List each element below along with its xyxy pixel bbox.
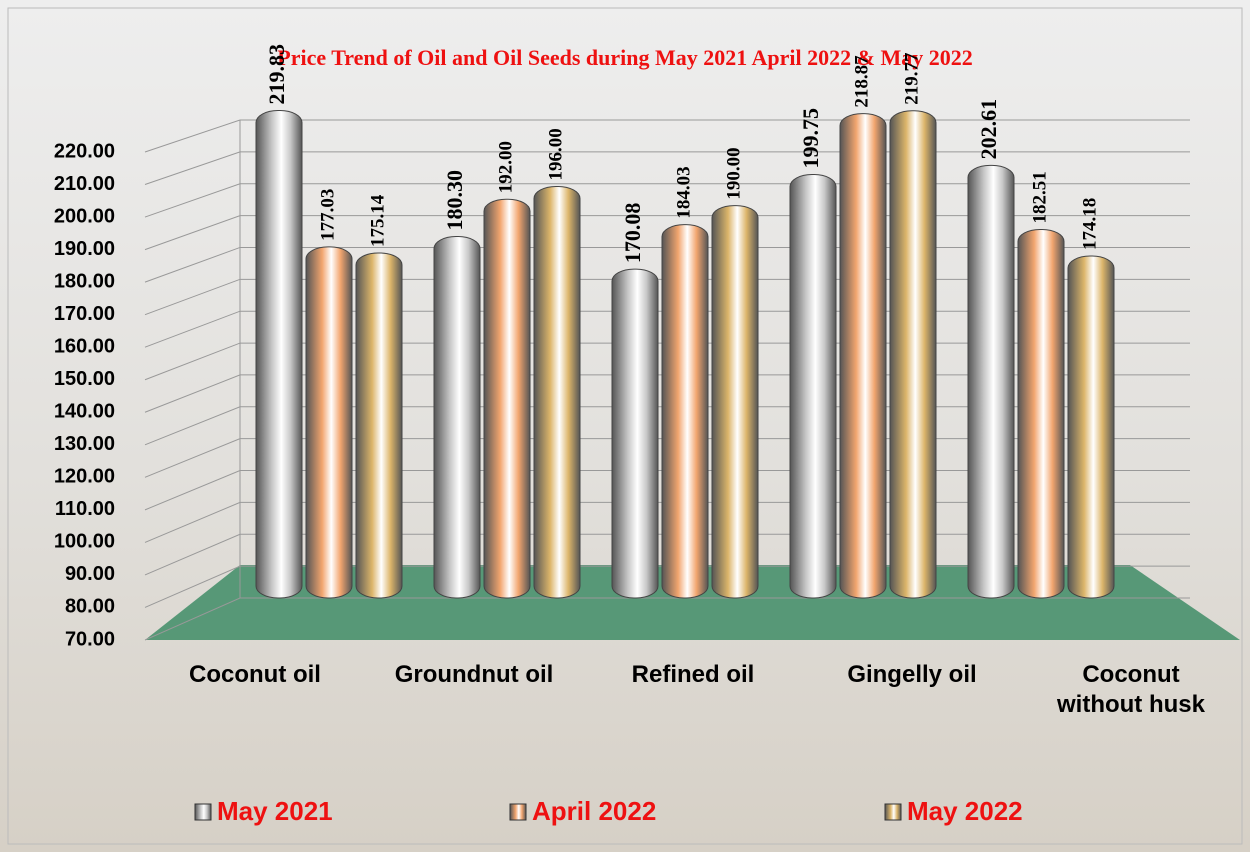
value-label: 199.75 (798, 108, 823, 169)
value-label: 174.18 (1079, 198, 1100, 250)
y-tick-label: 110.00 (55, 498, 115, 520)
bar (661, 224, 709, 599)
bar (305, 246, 353, 599)
value-label: 202.61 (976, 99, 1001, 160)
y-tick-label: 220.00 (54, 140, 115, 162)
x-tick-label: Coconut without husk (1057, 661, 1205, 718)
y-tick-label: 140.00 (54, 401, 115, 423)
value-label: 219.83 (264, 44, 289, 105)
value-label: 218.87 (851, 55, 872, 108)
bar (483, 198, 531, 599)
y-tick-label: 190.00 (54, 238, 115, 260)
bar (255, 110, 303, 599)
y-tick-label: 130.00 (54, 433, 115, 455)
y-tick-label: 150.00 (54, 368, 115, 390)
bar (1017, 228, 1065, 599)
bar (355, 252, 403, 599)
value-label: 219.77 (901, 52, 922, 105)
bar (433, 236, 481, 599)
x-tick-label: Coconut oil (189, 661, 321, 688)
value-label: 184.03 (673, 166, 694, 218)
bar (839, 113, 887, 599)
y-tick-label: 90.00 (65, 563, 115, 585)
y-tick-label: 100.00 (54, 531, 115, 553)
bar (711, 205, 759, 599)
legend-swatch (509, 803, 527, 821)
y-tick-label: 160.00 (54, 335, 115, 357)
bar (611, 268, 659, 599)
bar (533, 185, 581, 599)
y-tick-label: 70.00 (65, 628, 115, 650)
y-tick-label: 200.00 (54, 205, 115, 227)
legend-swatch (884, 803, 902, 821)
y-tick-label: 210.00 (54, 173, 115, 195)
value-label: 180.30 (442, 170, 467, 231)
y-tick-label: 180.00 (54, 270, 115, 292)
y-tick-label: 170.00 (54, 303, 115, 325)
value-label: 192.00 (495, 141, 516, 193)
legend-label: May 2021 (217, 796, 333, 826)
value-label: 196.00 (545, 128, 566, 180)
bar (1067, 255, 1115, 599)
value-label: 182.51 (1029, 171, 1050, 223)
x-tick-label: Gingelly oil (847, 661, 977, 688)
legend-swatch (194, 803, 212, 821)
value-label: 170.08 (620, 203, 645, 264)
value-label: 177.03 (317, 189, 338, 241)
bar (967, 164, 1015, 599)
bar (789, 174, 837, 599)
floor (145, 565, 1240, 640)
x-tick-label: Refined oil (631, 661, 755, 688)
chart-title: Price Trend of Oil and Oil Seeds during … (277, 45, 972, 70)
y-tick-label: 80.00 (65, 596, 115, 618)
legend-label: April 2022 (532, 796, 656, 826)
x-tick-label: Groundnut oil (394, 661, 554, 688)
bar (889, 110, 937, 599)
frame (7, 7, 1243, 845)
value-label: 190.00 (723, 147, 744, 199)
value-label: 175.14 (367, 194, 388, 247)
legend-label: May 2022 (907, 796, 1023, 826)
y-tick-label: 120.00 (54, 466, 115, 488)
